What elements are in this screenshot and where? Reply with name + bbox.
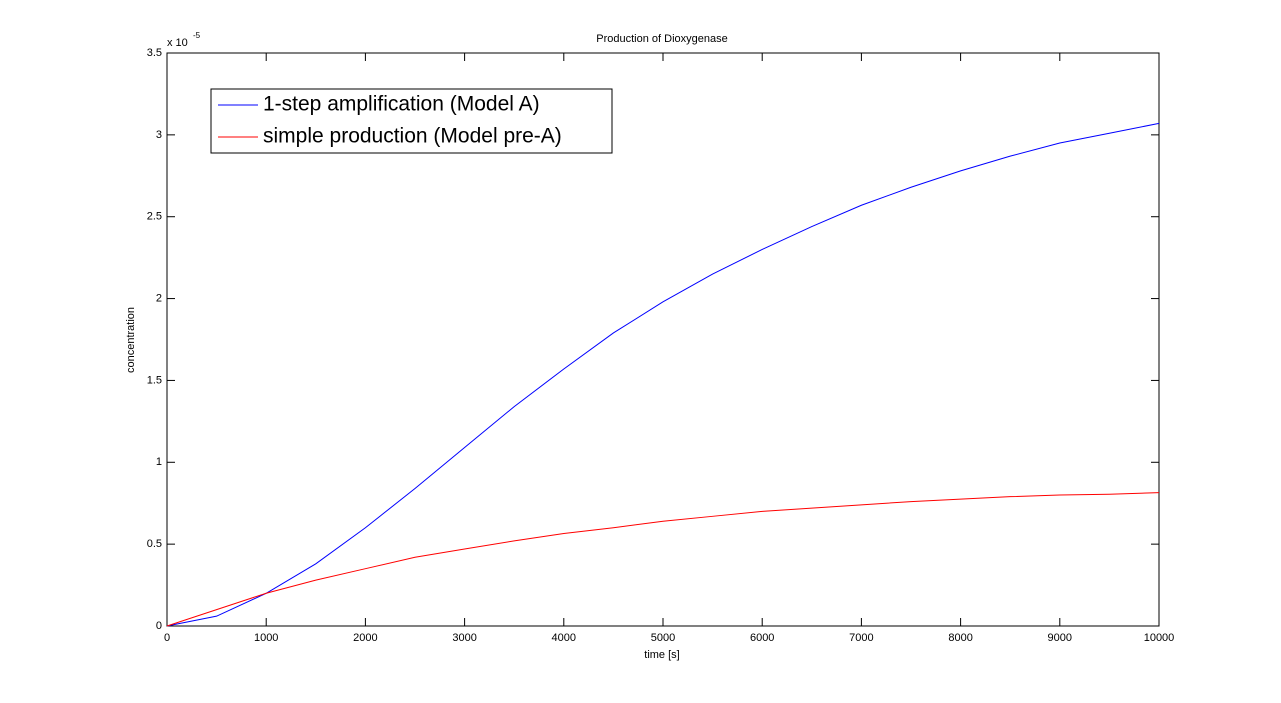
- legend-label: simple production (Model pre-A): [263, 125, 562, 148]
- chart-title: Production of Dioxygenase: [596, 33, 727, 45]
- x-tick-label: 7000: [849, 632, 873, 644]
- x-tick-label: 0: [164, 632, 170, 644]
- y-tick-label: 0.5: [147, 538, 162, 550]
- y-tick-label: 3: [156, 129, 162, 141]
- y-axis-label: concentration: [125, 307, 137, 373]
- legend-label: 1-step amplification (Model A): [263, 93, 540, 116]
- y-multiplier-exponent: -5: [193, 31, 201, 40]
- y-tick-label: 0: [156, 620, 162, 632]
- x-tick-label: 6000: [750, 632, 774, 644]
- line: [166, 122, 1160, 627]
- x-tick-label: 10000: [1144, 632, 1175, 644]
- x-tick-label: 5000: [651, 632, 675, 644]
- line: [166, 492, 1160, 627]
- y-tick-label: 1: [156, 456, 162, 468]
- y-tick-label: 2.5: [147, 211, 162, 223]
- y-tick-label: 3.5: [147, 47, 162, 59]
- x-tick-label: 1000: [254, 632, 278, 644]
- legend-box: [210, 88, 613, 154]
- x-axis-label: time [s]: [644, 649, 679, 661]
- y-tick-label: 1.5: [147, 374, 162, 386]
- y-tick-label: 2: [156, 292, 162, 304]
- x-tick-label: 9000: [1048, 632, 1072, 644]
- x-tick-label: 2000: [353, 632, 377, 644]
- x-tick-label: 8000: [948, 632, 972, 644]
- y-multiplier: x 10: [167, 37, 188, 49]
- x-tick-label: 3000: [452, 632, 476, 644]
- x-tick-label: 4000: [552, 632, 576, 644]
